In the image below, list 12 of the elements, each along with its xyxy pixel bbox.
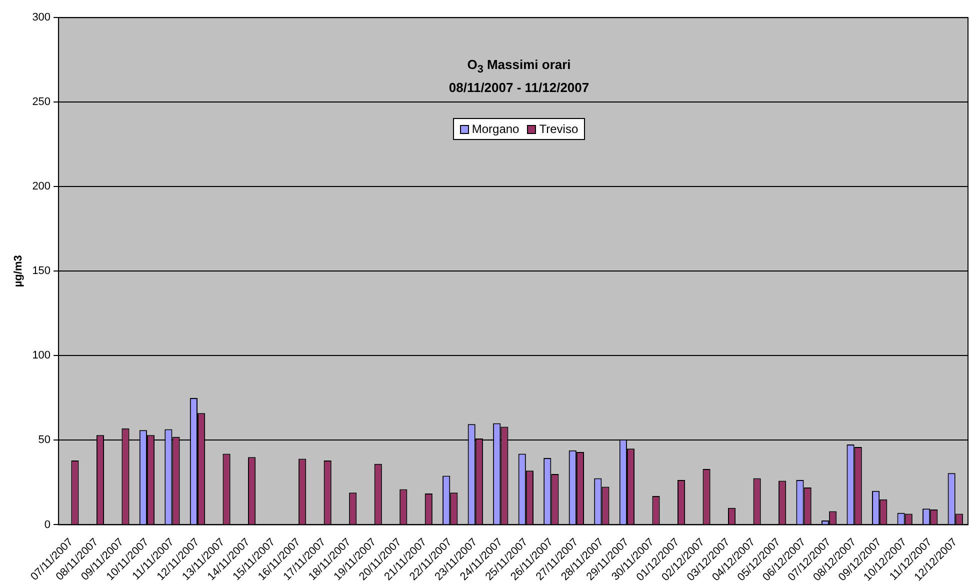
y-tick-label: 0: [44, 518, 51, 531]
legend-label: Treviso: [539, 122, 578, 136]
y-tick-label: 150: [32, 265, 51, 278]
y-tick-label: 300: [32, 12, 51, 24]
y-axis-title: µg/m3: [12, 255, 25, 288]
legend-label: Morgano: [472, 122, 520, 136]
y-tick-label: 200: [32, 180, 51, 193]
text: 08/11/2007 - 11/12/2007: [448, 78, 590, 97]
text: O$_{3}$ Massimi orari: [466, 56, 572, 78]
y-tick-label: 50: [38, 434, 51, 446]
y-tick-label: 250: [32, 96, 51, 108]
y-tick-label: 100: [32, 350, 51, 362]
